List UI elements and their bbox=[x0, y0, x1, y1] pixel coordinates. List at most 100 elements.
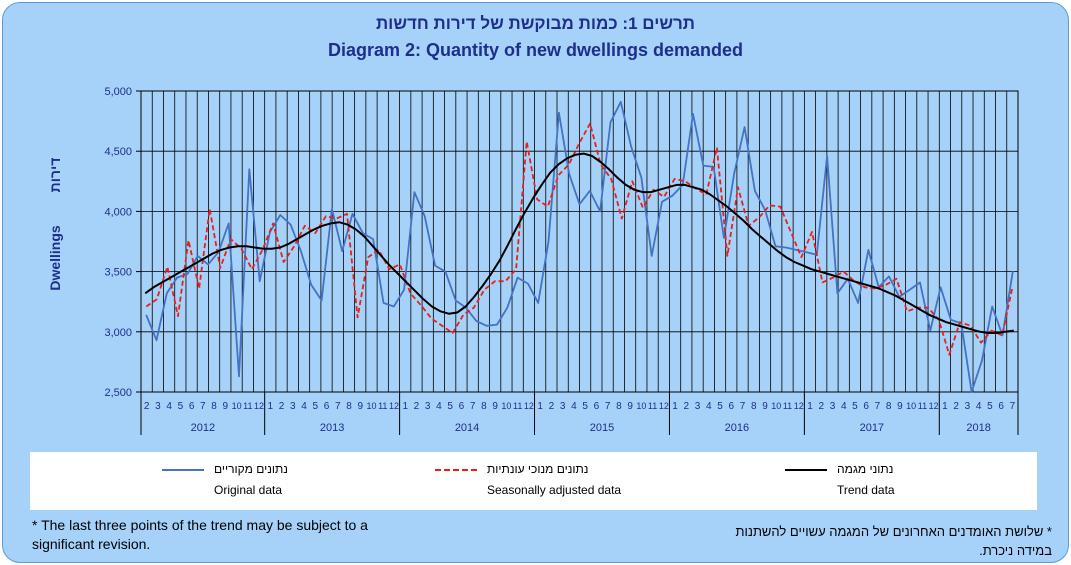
x-tick-label: 12 bbox=[929, 401, 939, 411]
x-tick-label: 7 bbox=[875, 401, 881, 412]
x-tick-label: 4 bbox=[706, 401, 712, 412]
y-tick-label: 2,500 bbox=[104, 387, 132, 399]
x-tick-label: 6 bbox=[863, 401, 869, 412]
legend-label-seasonal-en: Seasonally adjusted data bbox=[487, 483, 622, 497]
x-tick-label: 3 bbox=[695, 401, 701, 412]
legend-swatch-trend bbox=[785, 469, 827, 471]
x-tick-label: 4 bbox=[166, 401, 172, 412]
x-tick-label: 11 bbox=[648, 401, 657, 411]
legend: נתונים מקוריים Original data נתונים מנוכ… bbox=[30, 452, 1037, 510]
x-tick-label: 8 bbox=[481, 401, 487, 412]
x-tick-label: 2 bbox=[279, 401, 285, 412]
x-tick-label: 11 bbox=[243, 401, 252, 411]
x-tick-label: 10 bbox=[636, 401, 646, 411]
year-label: 2012 bbox=[191, 422, 215, 434]
year-label: 2018 bbox=[966, 422, 990, 434]
x-tick-label: 8 bbox=[886, 401, 892, 412]
legend-label-trend-he: נתוני מגמה bbox=[837, 462, 894, 476]
x-tick-label: 9 bbox=[627, 401, 633, 412]
x-tick-label: 3 bbox=[830, 401, 836, 412]
y-axis-label-hebrew: דירות bbox=[47, 158, 63, 193]
x-tick-label: 7 bbox=[200, 401, 206, 412]
x-tick-label: 6 bbox=[324, 401, 330, 412]
y-tick-label: 3,500 bbox=[104, 267, 132, 279]
x-tick-label: 10 bbox=[366, 401, 376, 411]
x-tick-label: 5 bbox=[178, 401, 184, 412]
x-tick-label: 3 bbox=[155, 401, 161, 412]
x-tick-label: 10 bbox=[501, 401, 511, 411]
footnote-hebrew: * שלושת האומדנים האחרונים של המגמה עשויי… bbox=[735, 524, 1052, 558]
x-tick-label: 3 bbox=[965, 401, 971, 412]
x-tick-label: 5 bbox=[852, 401, 858, 412]
legend-label-seasonal-he: נתונים מנוכי עונתיות bbox=[487, 462, 589, 476]
x-tick-label: 6 bbox=[594, 401, 600, 412]
x-tick-label: 2 bbox=[549, 401, 555, 412]
series-line-trend bbox=[144, 152, 1014, 334]
x-tick-label: 7 bbox=[335, 401, 341, 412]
x-tick-label: 6 bbox=[998, 401, 1004, 412]
x-tick-label: 8 bbox=[346, 401, 352, 412]
series-lines bbox=[144, 100, 1014, 393]
x-axis: 2 3 4 5 6 7 8 9 10 11 12 1 2 3 4 5 6 7 8 9 10 11 12 1 2 3 4 5 6 7 8 9 10… bbox=[140, 392, 1019, 435]
year-label: 2015 bbox=[590, 422, 614, 434]
grid-lines bbox=[141, 90, 1018, 393]
x-tick-label: 12 bbox=[794, 401, 804, 411]
legend-label-original-en: Original data bbox=[214, 483, 283, 497]
x-tick-label: 1 bbox=[268, 401, 274, 412]
year-label: 2014 bbox=[455, 422, 479, 434]
x-tick-label: 7 bbox=[1010, 401, 1016, 412]
x-tick-label: 2 bbox=[684, 401, 690, 412]
legend-swatch-seasonal bbox=[435, 469, 477, 471]
x-tick-label: 10 bbox=[906, 401, 916, 411]
chart-title-english: Diagram 2: Quantity of new dwellings dem… bbox=[327, 40, 744, 60]
x-tick-label: 6 bbox=[459, 401, 465, 412]
x-tick-label: 9 bbox=[223, 401, 229, 412]
x-tick-label: 4 bbox=[976, 401, 982, 412]
x-tick-label: 5 bbox=[447, 401, 453, 412]
legend-item-trend: נתוני מגמה Trend data bbox=[785, 452, 1071, 510]
x-tick-label: 5 bbox=[582, 401, 588, 412]
year-label: 2016 bbox=[725, 422, 749, 434]
y-tick-label: 4,000 bbox=[104, 206, 132, 218]
x-tick-label: 6 bbox=[729, 401, 735, 412]
x-tick-label: 2 bbox=[818, 401, 824, 412]
x-tick-label: 9 bbox=[897, 401, 903, 412]
x-tick-label: 12 bbox=[659, 401, 669, 411]
legend-label-original-he: נתונים מקוריים bbox=[214, 462, 288, 476]
x-tick-label: 1 bbox=[537, 401, 543, 412]
x-tick-label: 9 bbox=[492, 401, 498, 412]
x-tick-label: 8 bbox=[616, 401, 622, 412]
x-tick-label: 1 bbox=[807, 401, 813, 412]
x-tick-label: 2 bbox=[414, 401, 420, 412]
x-tick-label: 10 bbox=[232, 401, 242, 411]
x-tick-label: 10 bbox=[771, 401, 781, 411]
x-tick-label: 8 bbox=[211, 401, 217, 412]
x-tick-label: 3 bbox=[290, 401, 296, 412]
legend-item-seasonal: נתונים מנוכי עונתיות Seasonally adjusted… bbox=[435, 452, 735, 510]
x-tick-label: 4 bbox=[436, 401, 442, 412]
x-tick-label: 3 bbox=[560, 401, 566, 412]
x-tick-label: 7 bbox=[470, 401, 476, 412]
legend-swatch-original bbox=[162, 469, 204, 471]
x-tick-label: 1 bbox=[672, 401, 678, 412]
y-tick-label: 3,000 bbox=[104, 327, 132, 339]
x-tick-label: 1 bbox=[402, 401, 408, 412]
series-line-original bbox=[145, 100, 1014, 393]
x-tick-label: 1 bbox=[942, 401, 948, 412]
y-axis-ticks: 2,500 3,000 3,500 4,000 4,500 5,000 bbox=[104, 86, 141, 399]
x-tick-label: 12 bbox=[389, 401, 399, 411]
y-tick-label: 4,500 bbox=[104, 146, 132, 158]
x-tick-label: 11 bbox=[783, 401, 792, 411]
x-tick-label: 5 bbox=[987, 401, 993, 412]
x-tick-label: 2 bbox=[953, 401, 959, 412]
footnote-english: * The last three points of the trend may… bbox=[32, 517, 368, 552]
x-tick-label: 3 bbox=[425, 401, 431, 412]
x-tick-label: 11 bbox=[513, 401, 522, 411]
chart-title-hebrew: תרשים 1: כמות מבוקשת של דירות חדשות bbox=[375, 14, 696, 33]
year-label: 2017 bbox=[860, 422, 884, 434]
x-tick-label: 7 bbox=[605, 401, 611, 412]
x-tick-label: 6 bbox=[189, 401, 195, 412]
legend-label-trend-en: Trend data bbox=[837, 483, 895, 497]
x-tick-label: 12 bbox=[524, 401, 534, 411]
